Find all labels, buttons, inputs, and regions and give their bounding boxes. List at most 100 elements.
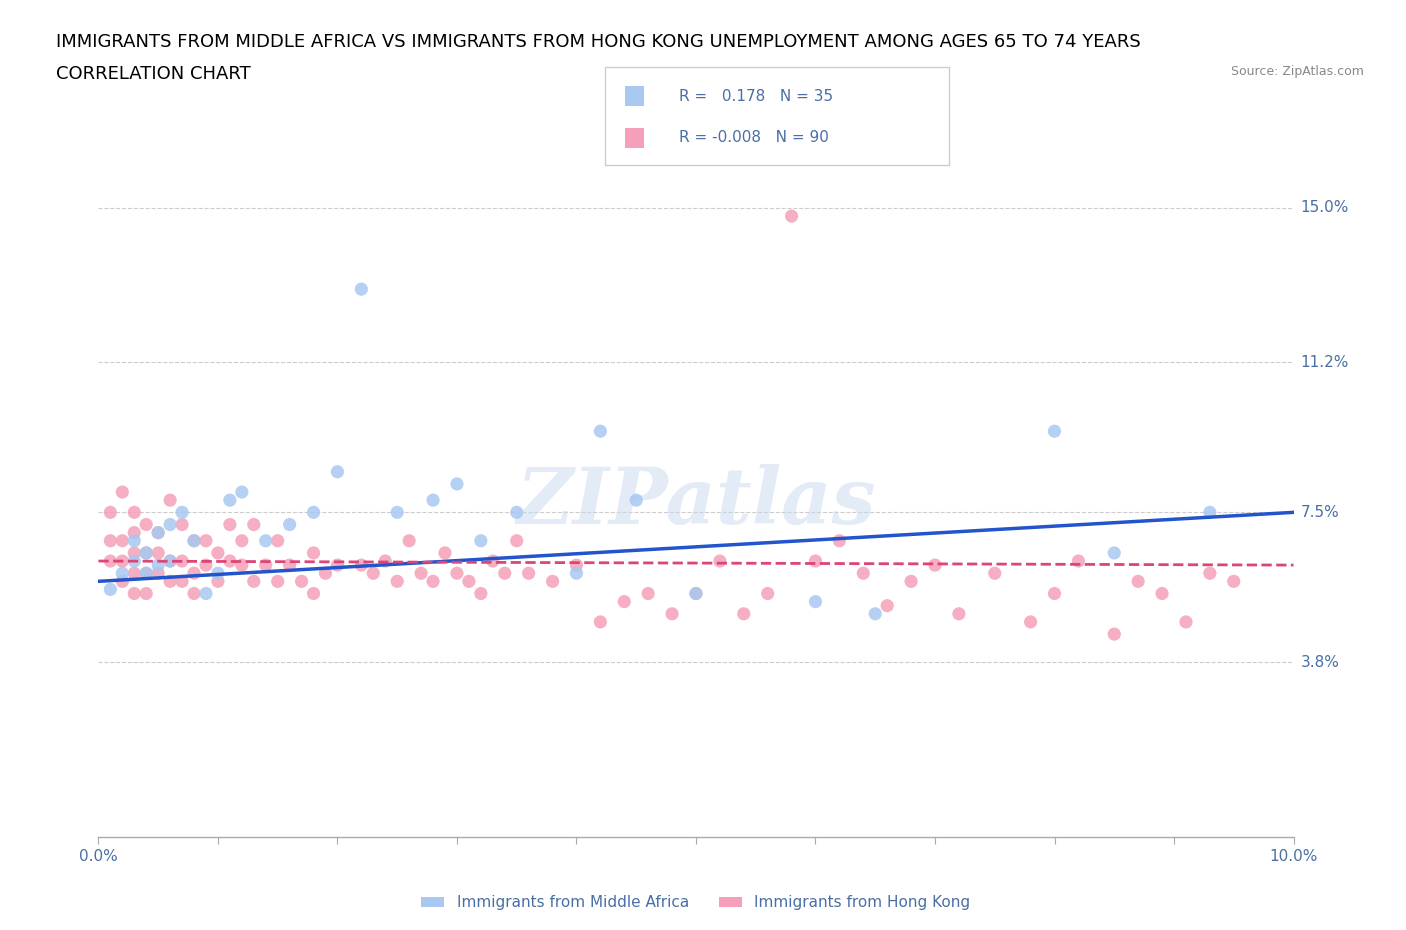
- Text: Source: ZipAtlas.com: Source: ZipAtlas.com: [1230, 65, 1364, 78]
- Point: [148, 565, 170, 580]
- Point: [172, 505, 194, 520]
- Point: [494, 565, 516, 580]
- Point: [565, 565, 588, 580]
- Point: [172, 553, 194, 568]
- Point: [470, 533, 492, 548]
- Point: [948, 606, 970, 621]
- Point: [661, 606, 683, 621]
- Point: [183, 565, 205, 580]
- Point: [243, 574, 266, 589]
- Point: [422, 574, 444, 589]
- Text: 15.0%: 15.0%: [1301, 201, 1348, 216]
- Point: [506, 533, 529, 548]
- Point: [124, 565, 146, 580]
- Point: [852, 565, 875, 580]
- Point: [124, 525, 146, 540]
- Point: [624, 493, 647, 508]
- Point: [315, 565, 337, 580]
- Text: 3.8%: 3.8%: [1301, 655, 1340, 670]
- Text: R = -0.008   N = 90: R = -0.008 N = 90: [679, 130, 830, 145]
- Point: [219, 517, 242, 532]
- Point: [278, 517, 301, 532]
- Point: [254, 558, 277, 573]
- Point: [1128, 574, 1150, 589]
- Point: [350, 558, 373, 573]
- Point: [172, 517, 194, 532]
- Point: [983, 565, 1005, 580]
- Point: [411, 565, 433, 580]
- Point: [98, 505, 122, 520]
- Text: IMMIGRANTS FROM MIDDLE AFRICA VS IMMIGRANTS FROM HONG KONG UNEMPLOYMENT AMONG AG: IMMIGRANTS FROM MIDDLE AFRICA VS IMMIGRA…: [56, 33, 1142, 50]
- Point: [1175, 615, 1198, 630]
- Point: [326, 558, 349, 573]
- Point: [541, 574, 564, 589]
- Point: [207, 546, 229, 561]
- Point: [733, 606, 755, 621]
- Point: [135, 517, 157, 532]
- Point: [302, 505, 325, 520]
- Point: [398, 533, 420, 548]
- Point: [1019, 615, 1042, 630]
- Point: [613, 594, 636, 609]
- Point: [589, 424, 612, 439]
- Point: [124, 586, 146, 601]
- Point: [111, 485, 134, 499]
- Point: [135, 565, 157, 580]
- Point: [924, 558, 946, 573]
- Point: [124, 533, 146, 548]
- Point: [685, 586, 707, 601]
- Point: [565, 558, 588, 573]
- Point: [1067, 553, 1090, 568]
- Point: [207, 565, 229, 580]
- Point: [900, 574, 922, 589]
- Point: [363, 565, 385, 580]
- Point: [804, 553, 827, 568]
- Point: [254, 533, 277, 548]
- Point: [194, 558, 218, 573]
- Text: 7.5%: 7.5%: [1301, 505, 1340, 520]
- Point: [135, 565, 157, 580]
- Point: [685, 586, 707, 601]
- Point: [183, 533, 205, 548]
- Point: [148, 546, 170, 561]
- Point: [148, 525, 170, 540]
- Point: [172, 574, 194, 589]
- Point: [1150, 586, 1173, 601]
- Point: [159, 574, 181, 589]
- Point: [506, 505, 529, 520]
- Point: [278, 558, 301, 573]
- Point: [350, 282, 373, 297]
- Point: [135, 546, 157, 561]
- Point: [865, 606, 887, 621]
- Point: [207, 574, 229, 589]
- Point: [124, 546, 146, 561]
- Point: [1104, 627, 1126, 642]
- Point: [267, 533, 290, 548]
- Point: [231, 558, 253, 573]
- Point: [98, 533, 122, 548]
- Point: [302, 586, 325, 601]
- Point: [446, 476, 468, 491]
- Point: [111, 533, 134, 548]
- Point: [148, 525, 170, 540]
- Text: ZIPatlas: ZIPatlas: [516, 464, 876, 540]
- Point: [517, 565, 540, 580]
- Point: [1223, 574, 1246, 589]
- Point: [159, 493, 181, 508]
- Point: [637, 586, 659, 601]
- Point: [458, 574, 481, 589]
- Point: [194, 586, 218, 601]
- Point: [159, 553, 181, 568]
- Point: [290, 574, 312, 589]
- Point: [434, 546, 457, 561]
- Point: [1104, 546, 1126, 561]
- Point: [756, 586, 779, 601]
- Point: [828, 533, 851, 548]
- Point: [876, 598, 898, 613]
- Point: [374, 553, 396, 568]
- Point: [481, 553, 505, 568]
- Point: [183, 533, 205, 548]
- Text: R =   0.178   N = 35: R = 0.178 N = 35: [679, 89, 834, 104]
- Point: [194, 533, 218, 548]
- Point: [385, 574, 409, 589]
